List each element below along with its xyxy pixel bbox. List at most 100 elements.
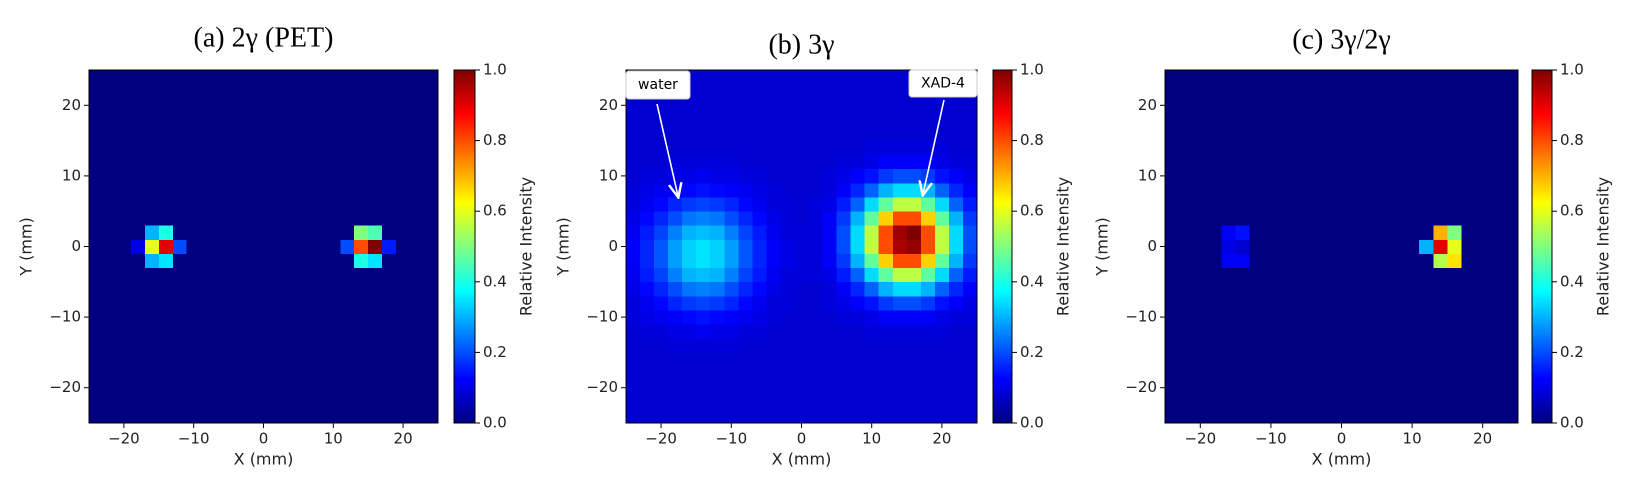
y-axis-label: Y (mm) xyxy=(554,217,573,277)
heatmap-cell xyxy=(766,408,781,424)
heatmap-cell xyxy=(864,352,880,367)
heatmap-cell xyxy=(368,352,383,367)
heatmap-cell xyxy=(354,154,369,170)
heatmap-cell xyxy=(1235,197,1251,212)
heatmap-cell xyxy=(270,140,285,156)
heatmap-cell xyxy=(1334,140,1349,156)
heatmap-cell xyxy=(892,84,908,99)
heatmap-cell xyxy=(1179,197,1194,212)
heatmap-cell xyxy=(1405,84,1420,99)
heatmap-cell xyxy=(284,394,299,410)
heatmap-cell xyxy=(410,140,425,156)
heatmap-cell xyxy=(794,281,809,297)
heatmap-cell xyxy=(200,253,216,269)
heatmap-cell xyxy=(200,140,216,156)
heatmap-cell xyxy=(1277,394,1293,410)
heatmap-cell xyxy=(850,225,866,240)
heatmap-cell xyxy=(116,380,132,396)
heatmap-cell xyxy=(382,366,397,382)
heatmap-cell xyxy=(710,394,725,410)
heatmap-cell xyxy=(752,98,767,113)
heatmap-cell xyxy=(738,211,753,226)
heatmap-cell xyxy=(1320,168,1335,184)
heatmap-cell xyxy=(1179,267,1194,283)
heatmap-cell xyxy=(892,168,908,184)
heatmap-cell xyxy=(158,182,174,198)
heatmap-cell xyxy=(214,239,229,254)
heatmap-cell xyxy=(808,366,823,382)
heatmap-cell xyxy=(864,84,880,99)
heatmap-cell xyxy=(130,394,146,410)
heatmap-cell xyxy=(710,140,725,156)
heatmap-cell xyxy=(89,253,104,269)
heatmap-cell xyxy=(102,84,118,99)
heatmap-cell xyxy=(1447,154,1462,170)
heatmap-cell xyxy=(794,310,809,325)
heatmap-cell xyxy=(1362,112,1378,127)
heatmap-cell xyxy=(836,154,852,170)
heatmap-cell xyxy=(1292,267,1307,283)
heatmap-cell xyxy=(1263,338,1279,353)
heatmap-cell xyxy=(144,338,160,353)
heatmap-cell xyxy=(1447,112,1462,127)
heatmap-cell xyxy=(368,182,383,198)
heatmap-cell xyxy=(382,112,397,127)
heatmap-cell xyxy=(200,182,216,198)
heatmap-cell xyxy=(1277,295,1293,311)
heatmap-cell xyxy=(326,338,341,353)
heatmap-cell xyxy=(710,70,725,85)
heatmap-cell xyxy=(1405,380,1420,396)
heatmap-cell xyxy=(738,98,753,113)
heatmap-cell xyxy=(158,140,174,156)
heatmap-cell xyxy=(808,324,823,339)
heatmap-cell xyxy=(906,140,922,156)
heatmap-cell xyxy=(1292,70,1307,85)
heatmap-cell xyxy=(696,324,711,339)
heatmap-cell xyxy=(626,112,641,127)
heatmap-cell xyxy=(102,154,118,170)
heatmap-cell xyxy=(1475,140,1491,156)
heatmap-cell xyxy=(1165,182,1180,198)
heatmap-cell xyxy=(186,239,202,254)
heatmap-cell xyxy=(214,338,229,353)
heatmap-cell xyxy=(270,281,285,297)
heatmap-cell xyxy=(256,211,271,226)
heatmap-cell xyxy=(1433,98,1448,113)
heatmap-cell xyxy=(948,112,964,127)
heatmap-cell xyxy=(710,211,725,226)
heatmap-cell xyxy=(794,140,809,156)
heatmap-cell xyxy=(298,366,313,382)
heatmap-cell xyxy=(410,225,425,240)
heatmap-cell xyxy=(1263,126,1279,141)
heatmap-cell xyxy=(1376,112,1392,127)
heatmap-cell xyxy=(654,380,669,396)
heatmap-cell xyxy=(1475,197,1491,212)
heatmap-cell xyxy=(410,182,425,198)
heatmap-cell xyxy=(1362,408,1378,424)
heatmap-cell xyxy=(214,225,229,240)
annotation-box xyxy=(625,70,691,100)
heatmap-cell xyxy=(1235,267,1251,283)
heatmap-cell xyxy=(1419,267,1434,283)
heatmap-cell xyxy=(1433,225,1448,240)
heatmap-cell xyxy=(89,140,104,156)
heatmap-cell xyxy=(312,267,327,283)
heatmap-cell xyxy=(1292,197,1307,212)
heatmap-cell xyxy=(368,295,383,311)
heatmap-cell xyxy=(892,211,908,226)
heatmap-cell xyxy=(172,70,188,85)
heatmap-cell xyxy=(766,140,781,156)
heatmap-cell xyxy=(710,126,725,141)
heatmap-cell xyxy=(920,338,936,353)
heatmap-cell xyxy=(102,182,118,198)
heatmap-cell xyxy=(822,239,837,254)
heatmap-cell xyxy=(228,267,243,283)
heatmap-cell xyxy=(89,281,104,297)
heatmap-cell xyxy=(682,253,697,269)
heatmap-cell xyxy=(340,211,355,226)
heatmap-cell xyxy=(906,281,922,297)
heatmap-cell xyxy=(864,98,880,113)
heatmap-cell xyxy=(836,168,852,184)
heatmap-cell xyxy=(298,112,313,127)
heatmap-cell xyxy=(780,140,795,156)
